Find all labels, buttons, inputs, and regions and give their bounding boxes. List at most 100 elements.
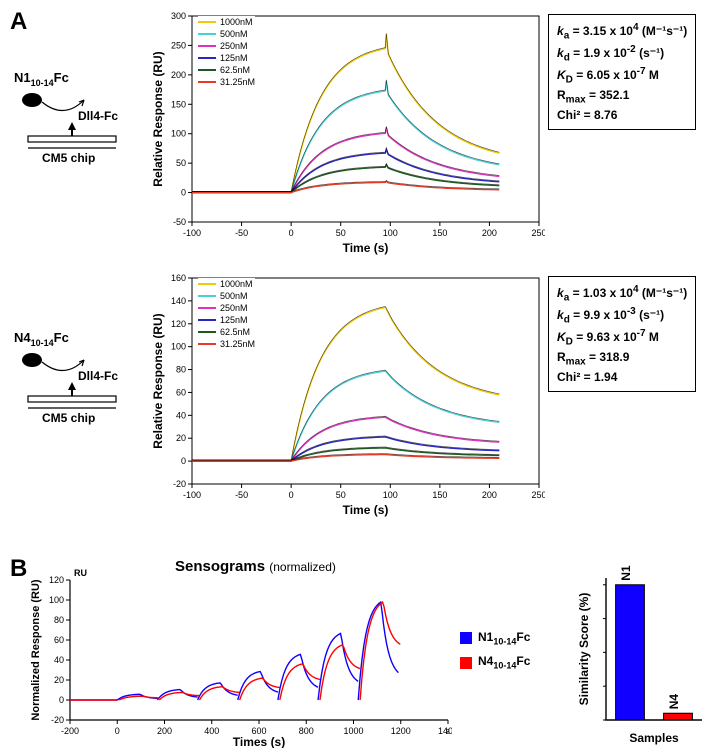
legend-swatch (198, 57, 216, 59)
svg-text:400: 400 (204, 726, 219, 736)
svg-text:140: 140 (171, 296, 186, 306)
svg-text:Relative Response (RU): Relative Response (RU) (151, 51, 165, 186)
legend-item: 31.25nM (198, 338, 255, 350)
svg-text:-100: -100 (183, 490, 201, 500)
svg-text:Relative Response (RU): Relative Response (RU) (151, 313, 165, 448)
svg-text:80: 80 (54, 615, 64, 625)
svg-text:20: 20 (54, 675, 64, 685)
svg-text:250: 250 (171, 40, 186, 50)
sens-legend-label: N110-14Fc (478, 630, 530, 646)
svg-text:0: 0 (181, 456, 186, 466)
svg-text:120: 120 (171, 319, 186, 329)
legend-label: 1000nM (220, 279, 253, 289)
legend-a1: 1000nM500nM250nM125nM62.5nM31.25nM (198, 16, 255, 88)
legend-swatch (198, 45, 216, 47)
params-a2: ka = 1.03 x 104 (M⁻¹s⁻¹)kd = 9.9 x 10-3 … (548, 276, 696, 392)
panel-label-b: B (10, 555, 27, 583)
param-row: ka = 1.03 x 104 (M⁻¹s⁻¹) (557, 283, 687, 305)
svg-text:Normalized Response (RU): Normalized Response (RU) (30, 579, 42, 721)
svg-text:-50: -50 (235, 228, 248, 238)
param-row: Chi² = 8.76 (557, 107, 687, 123)
param-row: KD = 9.63 x 10-7 M (557, 327, 687, 349)
param-row: Chi² = 1.94 (557, 369, 687, 385)
svg-text:100: 100 (49, 595, 64, 605)
svg-text:Similarity Score (%): Similarity Score (%) (577, 593, 591, 706)
n1-probe-sub: 10-14 (31, 78, 54, 88)
n4-chip: CM5 chip (42, 411, 95, 425)
legend-label: 500nM (220, 291, 248, 301)
n1-probe-main: N1 (14, 70, 31, 85)
svg-text:Time (s): Time (s) (343, 503, 389, 517)
svg-text:-200: -200 (61, 726, 79, 736)
svg-text:s: s (446, 726, 451, 736)
svg-text:-20: -20 (173, 479, 186, 489)
svg-text:0: 0 (115, 726, 120, 736)
svg-text:150: 150 (432, 228, 447, 238)
svg-text:0: 0 (289, 490, 294, 500)
svg-text:60: 60 (176, 387, 186, 397)
svg-text:-20: -20 (51, 715, 64, 725)
svg-text:1200: 1200 (391, 726, 411, 736)
legend-a2: 1000nM 500nM 250nM 125nM 62.5nM 31.25nM (198, 278, 255, 350)
legend-item: 250nM (198, 302, 255, 314)
n4-ligand: Dll4-Fc (78, 369, 118, 383)
bar-chart-similarity: Similarity Score (%)SamplesN1N4 (576, 560, 706, 751)
param-row: KD = 6.05 x 10-7 M (557, 65, 687, 87)
legend-item: 125nM (198, 314, 255, 326)
legend-swatch (198, 343, 216, 345)
legend-label: 125nM (220, 53, 248, 63)
svg-text:20: 20 (176, 433, 186, 443)
legend-swatch (198, 331, 216, 333)
legend-item: 125nM (198, 52, 255, 64)
param-row: kd = 9.9 x 10-3 (s⁻¹) (557, 305, 687, 327)
diagram-n1: N110-14Fc Dll4-Fc CM5 chip (12, 70, 132, 170)
n4-probe-tail: Fc (54, 330, 69, 345)
sens-legend-item: N410-14Fc (460, 654, 530, 670)
param-row: ka = 3.15 x 104 (M⁻¹s⁻¹) (557, 21, 687, 43)
svg-text:50: 50 (336, 228, 346, 238)
svg-text:1000: 1000 (343, 726, 363, 736)
legend-label: 125nM (220, 315, 248, 325)
chart-b-sensograms: -2000200400600800100012001400-2002040608… (28, 562, 452, 753)
param-row: Rmax = 318.9 (557, 349, 687, 369)
legend-item: 500nM (198, 290, 255, 302)
legend-item: 62.5nM (198, 64, 255, 76)
svg-text:100: 100 (171, 342, 186, 352)
svg-text:N1: N1 (619, 565, 633, 581)
svg-text:150: 150 (171, 99, 186, 109)
svg-text:250: 250 (531, 490, 545, 500)
legend-item: 250nM (198, 40, 255, 52)
svg-text:-50: -50 (235, 490, 248, 500)
legend-item: 62.5nM (198, 326, 255, 338)
sens-legend-swatch (460, 657, 472, 669)
svg-text:Samples: Samples (629, 731, 679, 745)
legend-swatch (198, 307, 216, 309)
sens-legend-swatch (460, 632, 472, 644)
svg-text:200: 200 (157, 726, 172, 736)
svg-text:300: 300 (171, 11, 186, 21)
n4-probe-main: N4 (14, 330, 31, 345)
svg-text:N410-14Fc: N410-14Fc (14, 330, 69, 348)
svg-text:Times (s): Times (s) (233, 735, 285, 748)
svg-text:0: 0 (181, 188, 186, 198)
svg-text:60: 60 (54, 635, 64, 645)
n4-probe-sub: 10-14 (31, 338, 54, 348)
legend-label: 500nM (220, 29, 248, 39)
legend-label: 31.25nM (220, 339, 255, 349)
svg-text:-100: -100 (183, 228, 201, 238)
legend-b: N110-14Fc N410-14Fc (460, 630, 530, 679)
svg-text:0: 0 (59, 695, 64, 705)
legend-label: 250nM (220, 303, 248, 313)
param-row: Rmax = 352.1 (557, 87, 687, 107)
svg-text:200: 200 (171, 70, 186, 80)
diagram-n4: N410-14Fc Dll4-Fc CM5 chip (12, 330, 132, 430)
legend-item: 31.25nM (198, 76, 255, 88)
n1-ligand: Dll4-Fc (78, 109, 118, 123)
legend-label: 62.5nM (220, 327, 250, 337)
svg-text:250: 250 (531, 228, 545, 238)
legend-swatch (198, 319, 216, 321)
svg-text:40: 40 (176, 410, 186, 420)
svg-text:50: 50 (176, 158, 186, 168)
legend-swatch (198, 283, 216, 285)
svg-text:200: 200 (482, 490, 497, 500)
